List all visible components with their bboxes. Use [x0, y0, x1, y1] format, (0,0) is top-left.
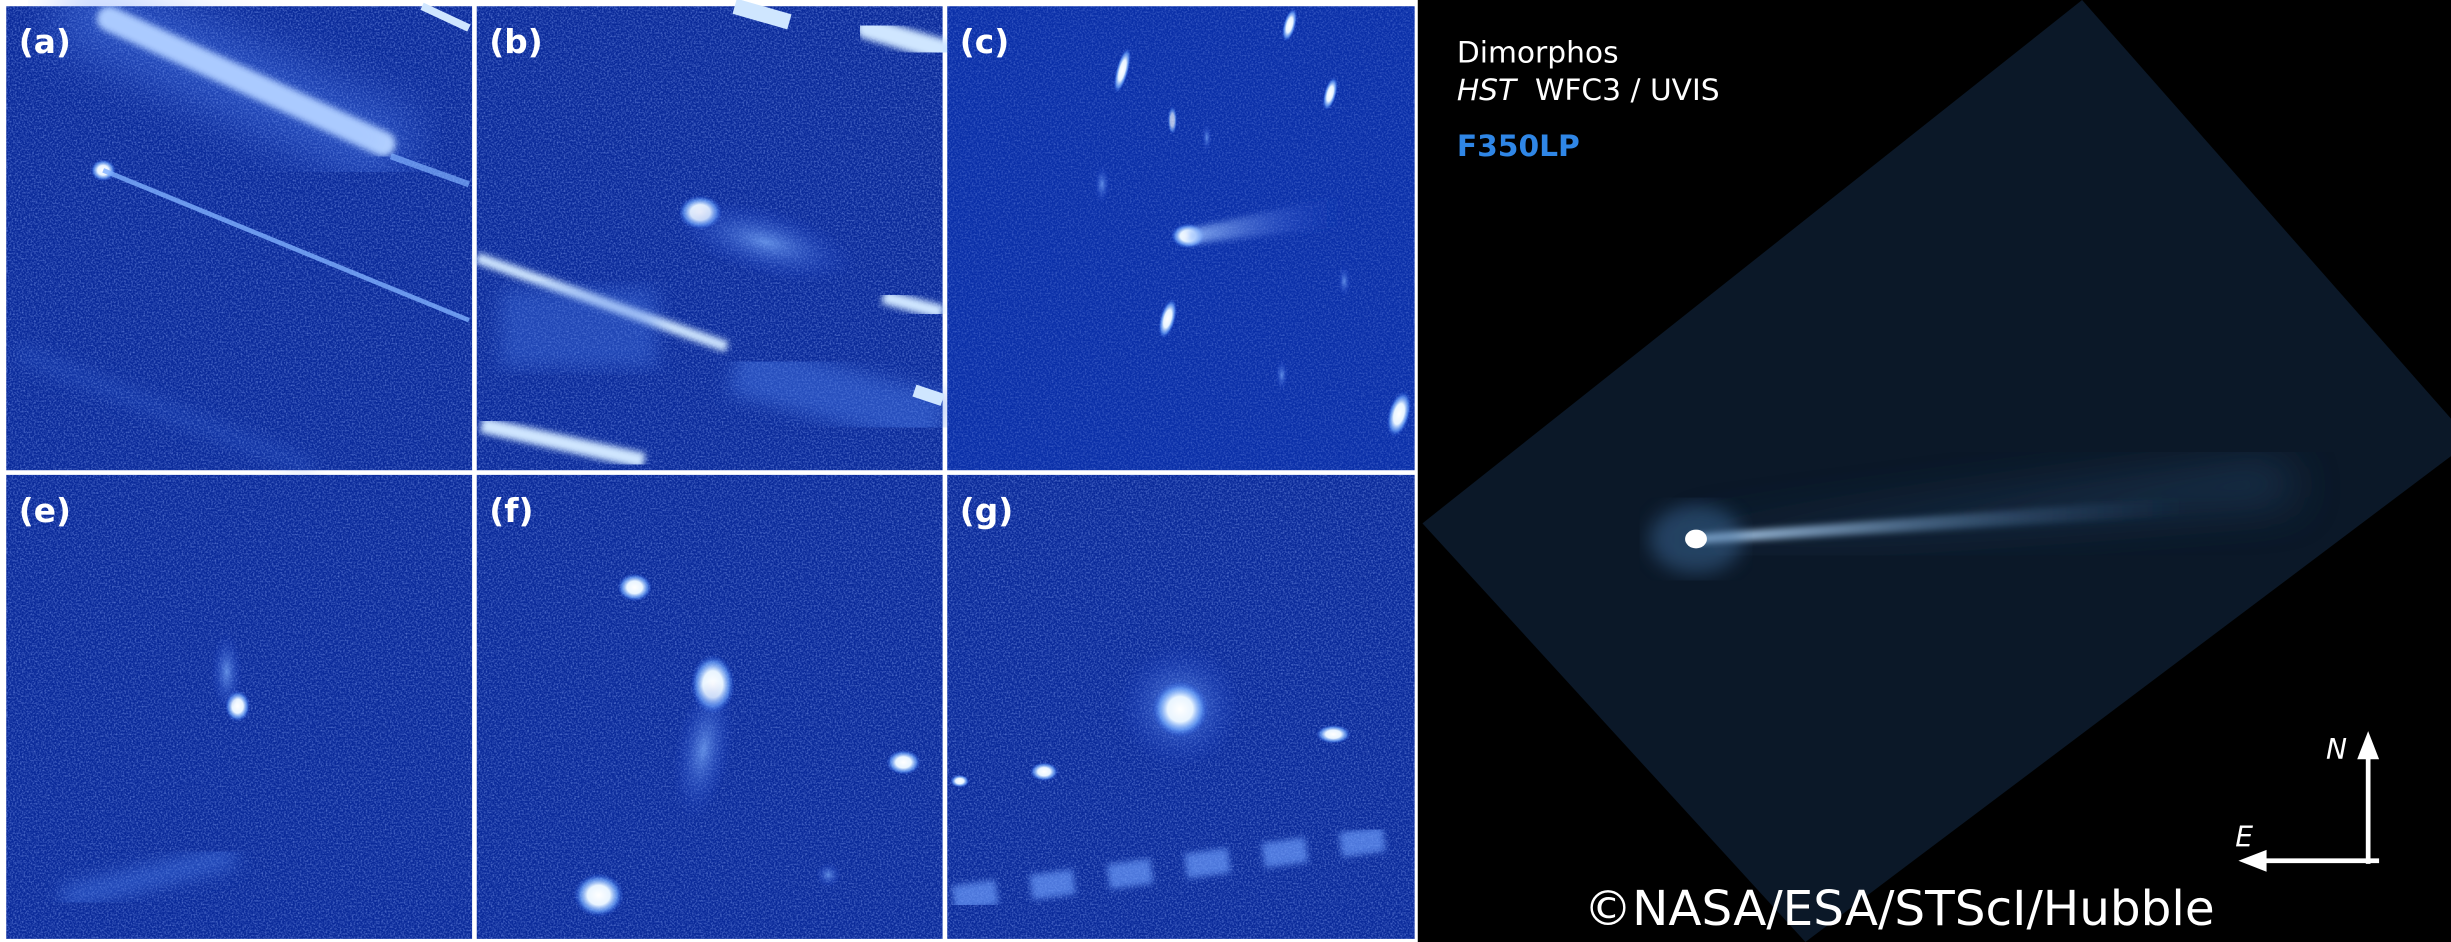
panel-label: (f): [489, 492, 533, 530]
panel-f: (f): [477, 475, 943, 939]
panel-label: (e): [19, 492, 71, 530]
panel-label: (b): [489, 23, 542, 61]
panel-label: (g): [960, 492, 1013, 530]
panel-g: (g): [947, 475, 1414, 939]
east-label: E: [2235, 821, 2253, 854]
dart-impact-panel: Dimorphos HST WFC3 / UVIS F350LP N E ©NA…: [1418, 0, 2451, 942]
filter-label: F350LP: [1457, 129, 1580, 164]
panel-c: (c): [947, 6, 1415, 470]
composite-image: (a) (b) (c): [0, 0, 2451, 942]
panel-b: (b): [477, 6, 943, 470]
panel-e: (e): [6, 475, 472, 939]
north-label: N: [2326, 733, 2347, 766]
panel-label: (c): [960, 23, 1009, 61]
instrument-label: HST WFC3 / UVIS: [1457, 73, 1720, 108]
telescope: HST: [1457, 73, 1519, 108]
panel-label: (a): [19, 23, 71, 61]
panel-a: (a): [6, 0, 472, 470]
credit: ©NASA/ESA/STScI/Hubble: [1584, 881, 2215, 937]
instrument: WFC3 / UVIS: [1535, 73, 1720, 108]
target-label: Dimorphos: [1457, 35, 1619, 70]
